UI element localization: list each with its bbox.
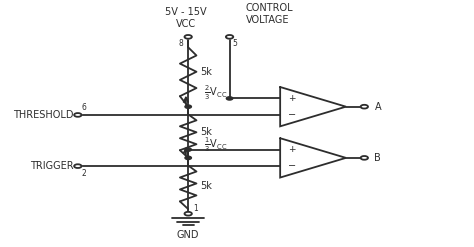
Text: TRIGGER: TRIGGER — [29, 161, 73, 171]
Text: THRESHOLD: THRESHOLD — [13, 110, 73, 120]
Circle shape — [185, 156, 191, 160]
Text: B: B — [374, 153, 381, 163]
Text: 8: 8 — [179, 39, 183, 48]
Circle shape — [361, 156, 368, 160]
Circle shape — [226, 35, 233, 39]
Text: 5V - 15V: 5V - 15V — [165, 7, 207, 17]
Text: 6: 6 — [82, 103, 86, 112]
Text: CONTROL
VOLTAGE: CONTROL VOLTAGE — [246, 3, 293, 25]
Text: $\frac{2}{3}$V$_\mathregular{CC}$: $\frac{2}{3}$V$_\mathregular{CC}$ — [204, 84, 228, 103]
Text: 5: 5 — [232, 39, 237, 48]
Circle shape — [184, 212, 192, 216]
Circle shape — [361, 105, 368, 108]
Text: −: − — [288, 110, 296, 120]
Circle shape — [227, 97, 233, 100]
Text: +: + — [288, 94, 296, 103]
Circle shape — [185, 148, 191, 151]
Text: VCC: VCC — [176, 19, 196, 29]
Circle shape — [74, 164, 82, 168]
Text: −: − — [288, 161, 296, 171]
Text: A: A — [374, 102, 381, 112]
Text: 1: 1 — [193, 204, 198, 213]
Circle shape — [185, 105, 191, 108]
Text: $\frac{1}{3}$V$_\mathregular{CC}$: $\frac{1}{3}$V$_\mathregular{CC}$ — [204, 135, 228, 154]
Text: GND: GND — [177, 230, 200, 240]
Text: 5k: 5k — [200, 181, 212, 191]
Circle shape — [184, 35, 192, 39]
Circle shape — [74, 113, 82, 117]
Text: 5k: 5k — [200, 127, 212, 137]
Text: +: + — [288, 145, 296, 154]
Text: 2: 2 — [82, 169, 86, 178]
Text: 5k: 5k — [200, 67, 212, 77]
